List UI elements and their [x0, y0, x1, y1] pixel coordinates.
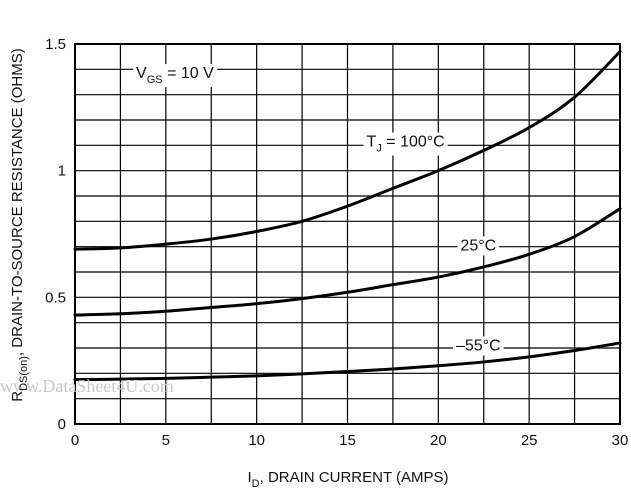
x-tick-label: 25 [521, 432, 538, 449]
x-axis-label: ID, DRAIN CURRENT (AMPS) [247, 469, 448, 490]
y-tick-label: 1 [58, 163, 66, 180]
series-label-0-bg [363, 132, 448, 156]
series-label-2: –55°C [452, 336, 504, 356]
series-label-1: 25°C [457, 236, 500, 256]
y-axis-label-main: R [9, 391, 26, 402]
series-label-0: TJ = 100°C [363, 132, 448, 156]
x-tick-label: 0 [71, 432, 79, 449]
x-tick-label: 10 [248, 432, 265, 449]
y-axis-label-rest: , DRAIN-TO-SOURCE RESISTANCE (OHMS) [9, 48, 26, 356]
series-line-0 [73, 50, 622, 251]
series-label-2-bg [452, 336, 504, 356]
series-label-0-text: TJ = 100°C [367, 134, 445, 155]
condition-label-text: VGS = 10 V [136, 65, 214, 86]
plot-frame [74, 43, 621, 425]
x-axis-label-rest: , DRAIN CURRENT (AMPS) [260, 469, 449, 486]
series-line-1 [73, 207, 622, 317]
tick-labels: 0 5 10 15 20 25 30 0 0.5 1 1.5 [45, 36, 628, 449]
series-label-1-text: 25°C [460, 237, 496, 254]
x-axis-label-main: I [247, 469, 251, 486]
curves [73, 50, 622, 382]
y-tick-label: 0 [58, 416, 66, 433]
curve-labels: TJ = 100°C 25°C –55°C VGS = 10 V [133, 64, 504, 356]
x-tick-label: 15 [339, 432, 356, 449]
y-tick-label: 0.5 [45, 289, 66, 306]
y-axis-label: RDS(on), DRAIN-TO-SOURCE RESISTANCE (OHM… [9, 48, 30, 401]
x-tick-label: 30 [612, 432, 629, 449]
series-line-2 [73, 341, 622, 382]
y-tick-label: 1.5 [45, 36, 66, 53]
series-label-2-text: –55°C [456, 337, 501, 354]
x-tick-label: 5 [162, 432, 170, 449]
condition-label: VGS = 10 V [133, 64, 218, 88]
watermark-text: www.DataSheet4U.com [0, 376, 174, 396]
y-axis-label-sub: DS(on) [18, 356, 30, 391]
grid-lines [75, 44, 620, 424]
condition-label-bg [133, 64, 218, 88]
x-axis-label-sub: D [252, 478, 260, 490]
x-tick-label: 20 [430, 432, 447, 449]
series-label-1-bg [457, 236, 500, 256]
